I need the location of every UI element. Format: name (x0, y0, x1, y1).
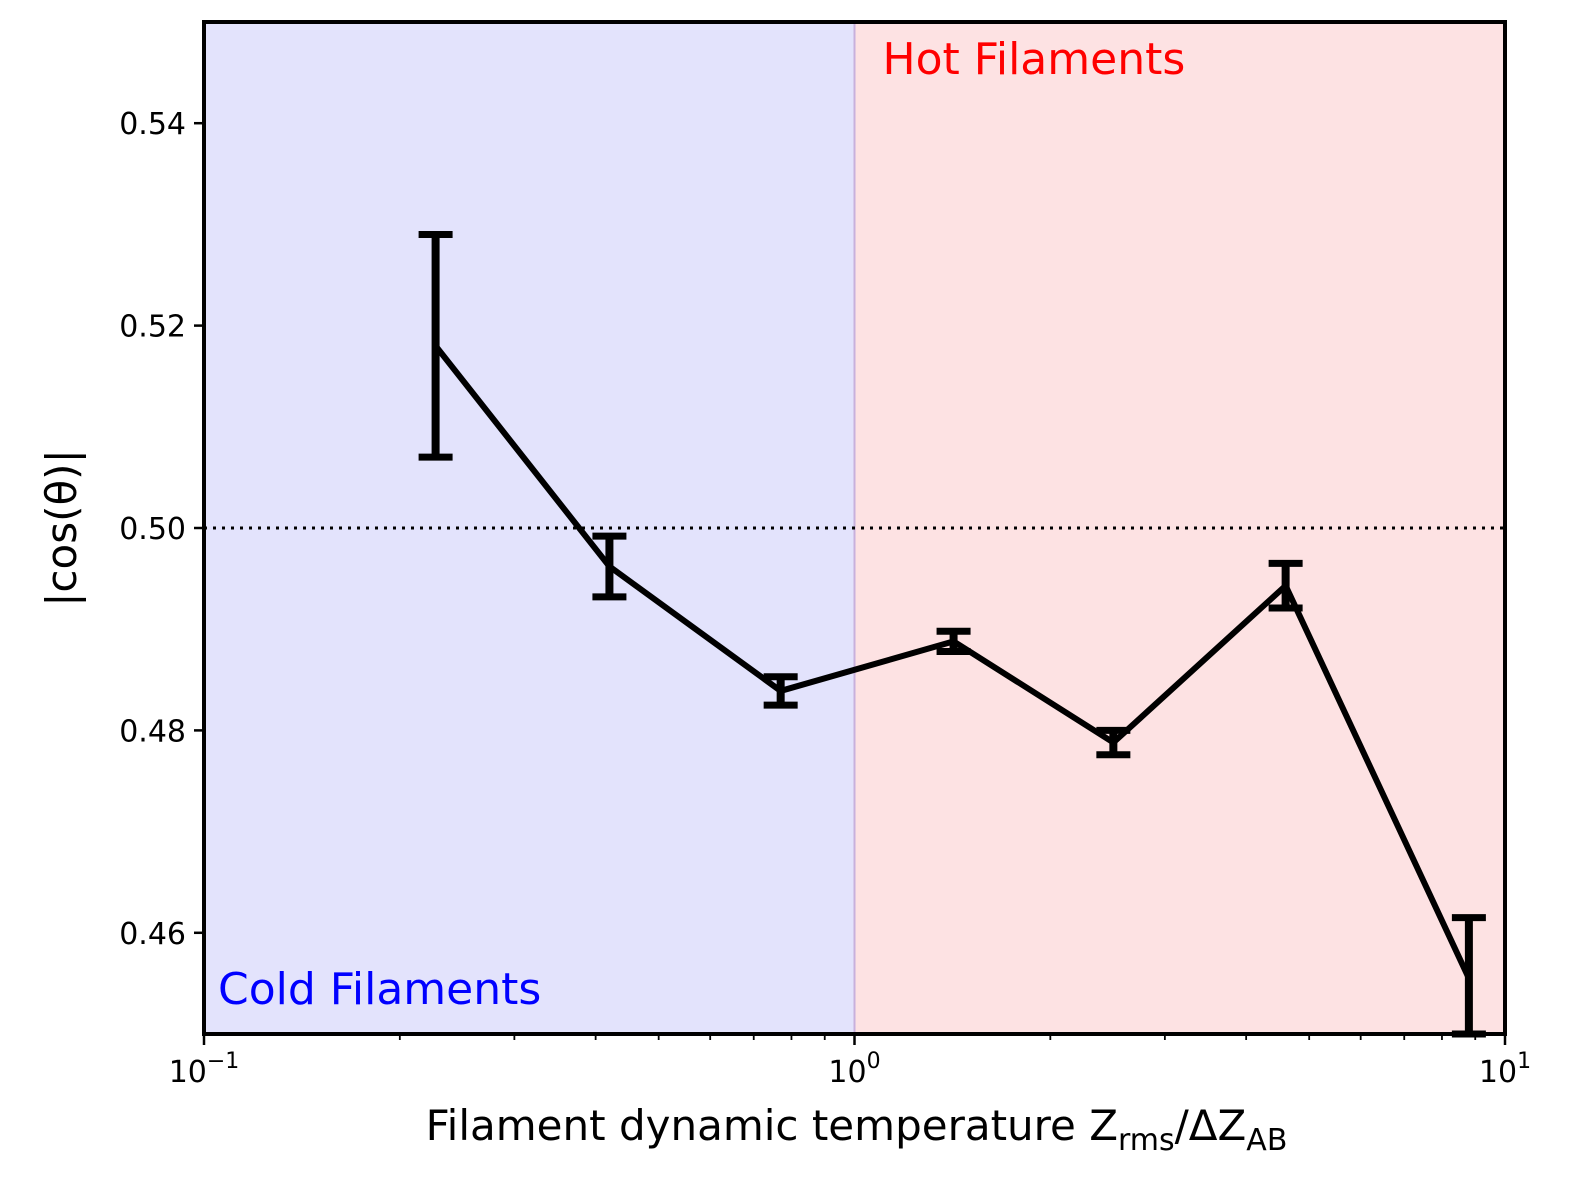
error-bar (1096, 726, 1131, 759)
axes-layer: 0.46 0.48 0.50 0.52 0.54 10−1 100 101 (119, 20, 1531, 1090)
x-tick-label: 101 (1479, 1049, 1531, 1090)
x-axis-label-middle: /ΔZ (1175, 1101, 1247, 1150)
x-axis-label-sub-ab: AB (1246, 1123, 1287, 1158)
error-bar (936, 627, 971, 655)
error-bar (418, 231, 453, 461)
y-tick-label: 0.48 (119, 714, 186, 749)
y-tick-label: 0.52 (119, 310, 186, 345)
region-label-hot: Hot Filaments (883, 34, 1186, 85)
region-label-cold: Cold Filaments (218, 964, 541, 1015)
series-layer (418, 231, 1486, 1038)
x-tick-label: 10−1 (169, 1049, 240, 1090)
x-tick-label: 100 (828, 1049, 880, 1090)
y-tick-label: 0.54 (119, 107, 186, 142)
error-bar (592, 532, 627, 601)
x-axis-label: Filament dynamic temperature Zrms/ΔZAB (426, 1101, 1288, 1158)
x-axis-label-sub-rms: rms (1118, 1123, 1175, 1158)
y-axis-label: |cos(θ)| (37, 449, 86, 606)
error-bar (763, 673, 798, 709)
y-tick-label: 0.50 (119, 512, 186, 547)
error-bar (1268, 559, 1303, 612)
x-axis-label-prefix: Filament dynamic temperature Z (426, 1101, 1118, 1150)
y-tick-label: 0.46 (119, 917, 186, 952)
